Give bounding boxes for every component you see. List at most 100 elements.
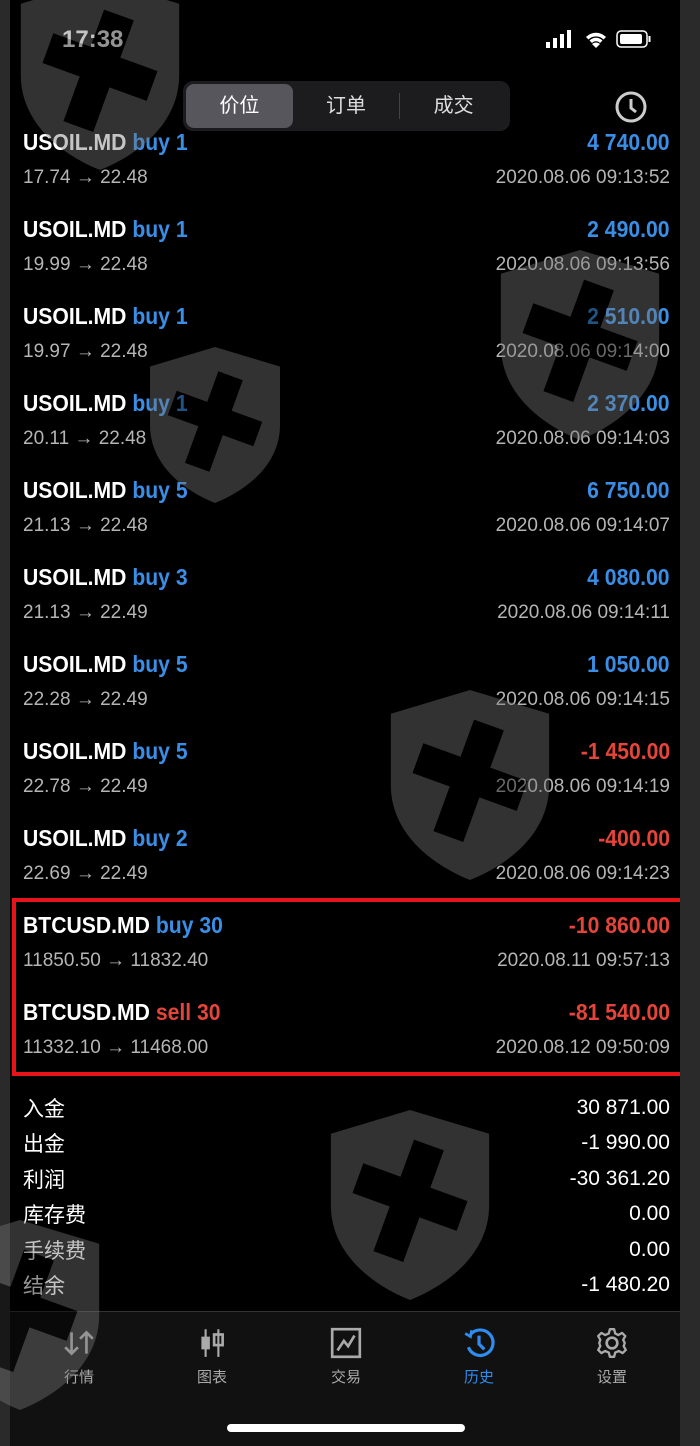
trade-prices: 21.13 → 22.48 bbox=[23, 515, 148, 536]
summary-value: -30 361.20 bbox=[569, 1166, 670, 1190]
trade-symbol: BTCUSD.MD bbox=[23, 999, 150, 1025]
trade-side-volume: buy 1 bbox=[132, 390, 188, 416]
trade-row[interactable]: USOIL.MD buy 1 2 370.00 20.11 → 22.48 20… bbox=[10, 386, 680, 473]
candlestick-icon bbox=[201, 1329, 224, 1357]
wifi-icon bbox=[586, 32, 606, 48]
trade-time: 2020.08.06 09:14:19 bbox=[495, 776, 670, 797]
trade-side-volume: sell 30 bbox=[155, 999, 221, 1025]
trade-symbol: USOIL.MD bbox=[23, 303, 127, 329]
nav-label: 行情 bbox=[63, 1369, 94, 1386]
summary-label: 库存费 bbox=[23, 1204, 86, 1228]
trade-row[interactable]: USOIL.MD buy 5 1 050.00 22.28 → 22.49 20… bbox=[10, 647, 680, 734]
trade-profit: -400.00 bbox=[598, 825, 670, 851]
trade-prices: 22.78 → 22.49 bbox=[23, 776, 148, 797]
trade-side-volume: buy 1 bbox=[132, 216, 188, 242]
nav-item-trade-chart[interactable]: 交易 bbox=[306, 1326, 386, 1387]
trade-row[interactable]: BTCUSD.MD buy 30 -10 860.00 11850.50 → 1… bbox=[10, 908, 680, 995]
trade-row[interactable]: USOIL.MD buy 3 4 080.00 21.13 → 22.49 20… bbox=[10, 560, 680, 647]
trade-prices: 11332.10 → 11468.00 bbox=[23, 1037, 209, 1058]
clock-icon[interactable] bbox=[614, 90, 648, 124]
trade-symbol: BTCUSD.MD bbox=[23, 912, 150, 938]
signal-icon bbox=[546, 30, 571, 48]
trade-time: 2020.08.06 09:13:56 bbox=[495, 254, 670, 275]
trade-profit: -81 540.00 bbox=[568, 999, 670, 1025]
trade-symbol: USOIL.MD bbox=[23, 216, 127, 242]
nav-label: 交易 bbox=[330, 1369, 361, 1386]
trade-symbol: USOIL.MD bbox=[23, 390, 127, 416]
summary-value: 30 871.00 bbox=[576, 1095, 670, 1119]
nav-item-arrows[interactable]: 行情 bbox=[39, 1326, 119, 1387]
segmented-control: 价位 订单 成交 bbox=[183, 81, 510, 131]
trade-row[interactable]: USOIL.MD buy 1 4 740.00 17.74 → 22.48 20… bbox=[10, 131, 680, 212]
trade-side-volume: buy 2 bbox=[132, 825, 188, 851]
trade-symbol: USOIL.MD bbox=[23, 738, 127, 764]
trade-prices: 22.69 → 22.49 bbox=[23, 863, 148, 884]
nav-item-history[interactable]: 历史 bbox=[439, 1326, 519, 1387]
summary-label: 入金 bbox=[23, 1097, 65, 1121]
trade-row[interactable]: BTCUSD.MD sell 30 -81 540.00 11332.10 → … bbox=[10, 995, 680, 1082]
trade-title: USOIL.MD buy 1 bbox=[23, 131, 188, 156]
trade-prices: 11850.50 → 11832.40 bbox=[23, 950, 209, 971]
trade-side-volume: buy 30 bbox=[155, 912, 223, 938]
trade-side-volume: buy 5 bbox=[132, 477, 188, 503]
summary-value: -1 990.00 bbox=[581, 1131, 670, 1155]
trade-side-volume: buy 5 bbox=[132, 738, 188, 764]
highlight-box bbox=[12, 898, 680, 1076]
trade-title: USOIL.MD buy 1 bbox=[23, 216, 188, 243]
trade-time: 2020.08.06 09:14:07 bbox=[495, 515, 670, 536]
arrows-icon bbox=[64, 1330, 94, 1356]
segment-deals[interactable]: 成交 bbox=[433, 95, 474, 117]
trade-title: BTCUSD.MD sell 30 bbox=[23, 999, 221, 1026]
trade-symbol: USOIL.MD bbox=[23, 564, 127, 590]
trade-side-volume: buy 1 bbox=[132, 131, 188, 155]
trade-time: 2020.08.06 09:14:00 bbox=[495, 341, 670, 362]
history-icon bbox=[464, 1328, 495, 1357]
trade-list[interactable]: USOIL.MD buy 1 4 740.00 17.74 → 22.48 20… bbox=[10, 131, 680, 1311]
trade-title: USOIL.MD buy 2 bbox=[23, 825, 188, 852]
trade-prices: 20.11 → 22.48 bbox=[23, 428, 147, 449]
trade-row[interactable]: USOIL.MD buy 5 6 750.00 21.13 → 22.48 20… bbox=[10, 473, 680, 560]
summary-row: 入金 30 871.00 bbox=[10, 1090, 680, 1126]
trade-symbol: USOIL.MD bbox=[23, 651, 127, 677]
summary: 入金 30 871.00 出金 -1 990.00 利润 -30 361.20 库存费 0.0… bbox=[10, 1090, 680, 1303]
summary-label: 结余 bbox=[23, 1275, 65, 1299]
trade-profit: 1 050.00 bbox=[587, 651, 670, 677]
trade-row[interactable]: USOIL.MD buy 1 2 510.00 19.97 → 22.48 20… bbox=[10, 299, 680, 386]
trade-row[interactable]: USOIL.MD buy 5 -1 450.00 22.78 → 22.49 2… bbox=[10, 734, 680, 821]
summary-row: 结余 -1 480.20 bbox=[10, 1268, 680, 1304]
trade-prices: 19.97 → 22.48 bbox=[23, 341, 148, 362]
trade-prices: 17.74 → 22.48 bbox=[23, 167, 148, 188]
segment-orders[interactable]: 订单 bbox=[326, 95, 366, 117]
trade-profit: 4 740.00 bbox=[587, 131, 670, 155]
trade-title: USOIL.MD buy 1 bbox=[23, 303, 188, 330]
status-time: 17:38 bbox=[62, 26, 124, 53]
trade-symbol: USOIL.MD bbox=[23, 131, 127, 155]
summary-row: 利润 -30 361.20 bbox=[10, 1161, 680, 1197]
trade-title: USOIL.MD buy 5 bbox=[23, 738, 188, 765]
segment-price[interactable]: 价位 bbox=[186, 84, 293, 128]
trade-side-volume: buy 3 bbox=[132, 564, 188, 590]
summary-row: 出金 -1 990.00 bbox=[10, 1126, 680, 1162]
nav-label: 图表 bbox=[196, 1369, 227, 1386]
summary-row: 手续费 0.00 bbox=[10, 1232, 680, 1268]
nav-item-gear[interactable]: 设置 bbox=[572, 1326, 652, 1387]
trade-time: 2020.08.12 09:50:09 bbox=[495, 1037, 670, 1058]
trade-time: 2020.08.06 09:14:15 bbox=[495, 689, 670, 710]
summary-label: 利润 bbox=[23, 1168, 65, 1192]
trade-chart-icon bbox=[330, 1327, 362, 1359]
summary-value: 0.00 bbox=[629, 1202, 670, 1226]
summary-row: 库存费 0.00 bbox=[10, 1197, 680, 1233]
trade-title: BTCUSD.MD buy 30 bbox=[23, 912, 223, 939]
bottom-nav: 行情 图表 交易 历史 设置 bbox=[10, 1311, 680, 1446]
trade-time: 2020.08.11 09:57:13 bbox=[497, 950, 670, 971]
trade-row[interactable]: USOIL.MD buy 1 2 490.00 19.99 → 22.48 20… bbox=[10, 212, 680, 299]
home-indicator[interactable] bbox=[227, 1424, 465, 1432]
trade-time: 2020.08.06 09:13:52 bbox=[495, 167, 670, 188]
trade-prices: 22.28 → 22.49 bbox=[23, 689, 148, 710]
trade-profit: 2 510.00 bbox=[587, 303, 670, 329]
nav-item-candlestick[interactable]: 图表 bbox=[172, 1326, 252, 1387]
divider bbox=[399, 93, 401, 119]
trade-row[interactable]: USOIL.MD buy 2 -400.00 22.69 → 22.49 202… bbox=[10, 821, 680, 908]
summary-value: 0.00 bbox=[629, 1237, 670, 1261]
summary-label: 手续费 bbox=[23, 1239, 86, 1263]
